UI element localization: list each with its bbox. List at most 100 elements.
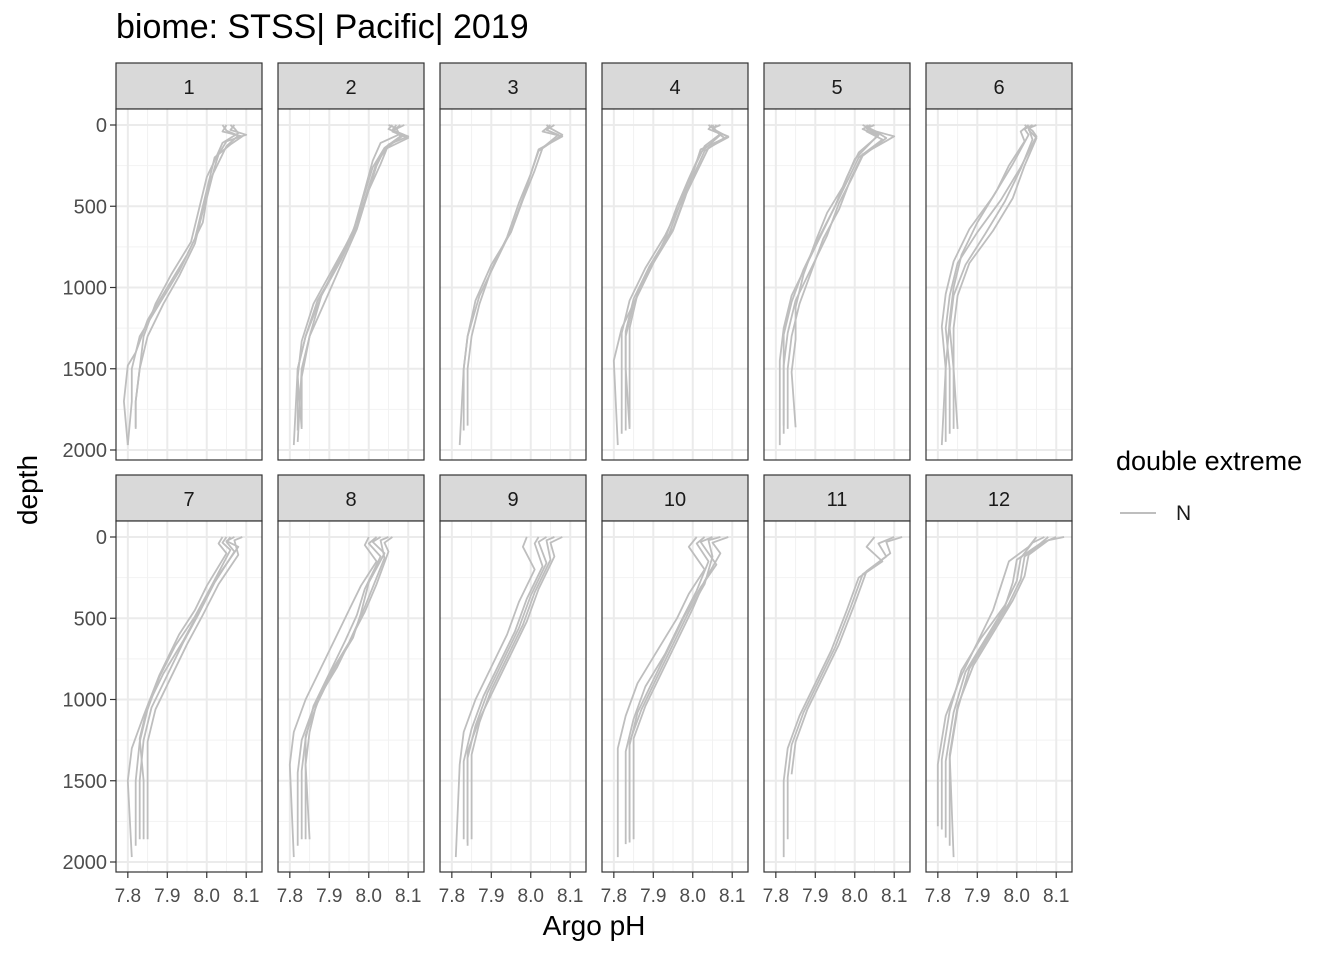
panel-background [602, 109, 748, 460]
panel-border [439, 520, 587, 873]
profile-line [782, 124, 888, 434]
panel-border [277, 108, 425, 461]
panel-background [440, 521, 586, 872]
profile-line [948, 536, 1065, 858]
profile-line [940, 124, 1033, 442]
profile-line [138, 536, 240, 840]
x-tick-label: 8.1 [557, 886, 583, 907]
panel-border [601, 108, 749, 461]
facet-panel-7: 7 0 500 1000 1500 2000 7.8 7.9 8.0 8.1 [63, 474, 263, 907]
profile-line [123, 124, 248, 446]
facet-strip-label: 6 [993, 77, 1004, 99]
profile-line [296, 124, 402, 431]
profile-line [462, 124, 560, 431]
panel-border [439, 108, 587, 461]
x-tick-label: 7.8 [115, 886, 141, 907]
profile-line [782, 124, 880, 426]
facet-strip-label: 2 [345, 77, 356, 99]
x-tick-label: 8.0 [1004, 886, 1030, 907]
legend-label: N [1176, 502, 1192, 525]
facet-strip-label: 4 [669, 77, 680, 99]
chart-title: biome: STSS| Pacific| 2019 [116, 8, 529, 46]
profile-line [304, 536, 386, 840]
panel-background [278, 521, 424, 872]
profile-line [628, 536, 721, 843]
facet-strip [763, 474, 911, 522]
profile-line [632, 536, 729, 840]
facet-strip-label: 5 [831, 77, 842, 99]
legend: double extreme N [1116, 446, 1303, 525]
facet-panel-4: 4 [601, 62, 749, 461]
panel-background [926, 521, 1072, 872]
x-tick-label: 8.1 [395, 886, 421, 907]
profile-line [624, 124, 722, 431]
panel-border [763, 108, 911, 461]
panel-border [115, 520, 263, 873]
panel-border [925, 108, 1073, 461]
x-axis-label: Argo pH [542, 910, 646, 941]
panel-background [602, 521, 748, 872]
y-tick-label: 500 [74, 608, 107, 630]
y-tick-label: 1000 [63, 690, 108, 712]
profile-line [936, 536, 1038, 827]
x-tick-label: 7.9 [964, 886, 990, 907]
y-tick-label: 1500 [63, 359, 108, 381]
x-tick-label: 7.9 [802, 886, 828, 907]
profile-line [296, 124, 410, 442]
panel-border [601, 520, 749, 873]
facet-strip-label: 7 [183, 489, 194, 511]
legend-item: N [1116, 498, 1236, 528]
x-tick-label: 8.1 [881, 886, 907, 907]
x-tick-label: 7.9 [640, 886, 666, 907]
facet-panel-6: 6 [925, 62, 1073, 461]
facet-panel-12: 12 7.8 7.9 8.0 8.1 [925, 474, 1073, 907]
profile-line [454, 536, 536, 858]
panel-border [115, 108, 263, 461]
profile-line [782, 536, 884, 858]
y-tick-label: 0 [96, 527, 107, 549]
profile-line [628, 124, 730, 428]
panel-background [764, 109, 910, 460]
y-tick-label: 0 [96, 115, 107, 137]
profile-line [944, 536, 1049, 838]
panel-background [764, 521, 910, 872]
facet-panel-2: 2 [277, 62, 425, 461]
profile-line [300, 536, 382, 840]
facet-strip-label: 11 [827, 489, 848, 511]
x-tick-label: 7.8 [277, 886, 303, 907]
profile-line [790, 536, 903, 775]
x-tick-label: 7.8 [763, 886, 789, 907]
profile-line [944, 124, 1038, 434]
panel-border [925, 520, 1073, 873]
legend-title: double extreme [1116, 446, 1303, 476]
y-tick-label: 1000 [63, 278, 108, 300]
facet-strip [601, 474, 749, 522]
profile-line [470, 536, 555, 840]
profile-line [126, 536, 228, 858]
facet-strip [115, 474, 263, 522]
y-tick-label: 500 [74, 196, 107, 218]
x-tick-label: 8.0 [842, 886, 868, 907]
facet-strip-label: 12 [988, 489, 1010, 511]
profile-line [126, 124, 244, 446]
x-tick-label: 7.8 [439, 886, 465, 907]
profile-line [952, 124, 1038, 429]
profile-line [304, 536, 393, 840]
facet-strip-label: 10 [664, 489, 686, 511]
facet-strip [439, 474, 587, 522]
profile-line [466, 124, 564, 426]
panel-border [277, 520, 425, 873]
profile-line [466, 536, 563, 846]
facet-panel-3: 3 [439, 62, 587, 461]
panel-background [116, 521, 262, 872]
profile-line [134, 536, 232, 846]
profile-line [288, 536, 378, 858]
x-tick-label: 7.8 [925, 886, 951, 907]
facet-strip [763, 62, 911, 110]
x-tick-label: 8.0 [680, 886, 706, 907]
x-tick-label: 7.9 [478, 886, 504, 907]
profile-line [948, 124, 1037, 429]
profile-line [462, 536, 544, 840]
